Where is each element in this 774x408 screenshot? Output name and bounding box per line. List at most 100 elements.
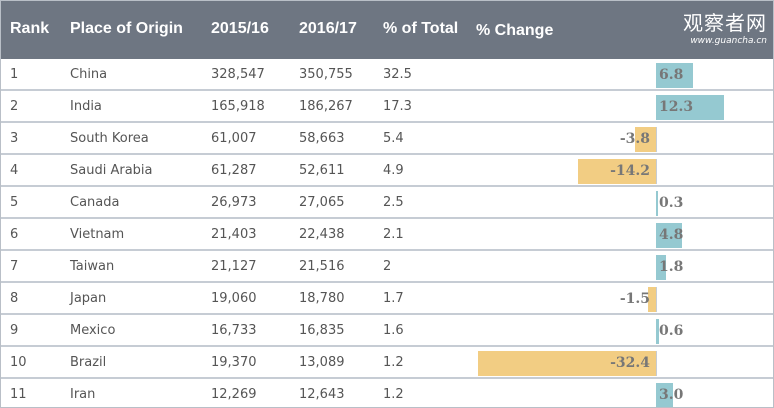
header-rank[interactable]: Rank <box>10 20 50 37</box>
cell-rank: 9 <box>10 323 19 338</box>
change-value: -32.4 <box>610 355 650 371</box>
cell-percent-of-total: 32.5 <box>383 67 412 82</box>
cell-2016-17: 22,438 <box>299 227 345 242</box>
change-value: -1.5 <box>619 291 650 307</box>
cell-percent-of-total: 17.3 <box>383 99 412 114</box>
cell-2016-17: 21,516 <box>299 259 345 274</box>
cell-2015-16: 165,918 <box>211 99 265 114</box>
cell-place-of-origin: Iran <box>70 387 96 402</box>
change-bar <box>656 319 660 344</box>
table-row[interactable]: 8 Japan 19,060 18,780 1.7 -1.5 <box>1 283 773 315</box>
cell-rank: 6 <box>10 227 19 242</box>
cell-percent-of-total: 4.9 <box>383 163 404 178</box>
cell-rank: 7 <box>10 259 19 274</box>
change-value: 3.0 <box>659 387 684 403</box>
cell-2015-16: 61,287 <box>211 163 257 178</box>
cell-2016-17: 27,065 <box>299 195 345 210</box>
cell-rank: 4 <box>10 163 19 178</box>
cell-place-of-origin: Japan <box>70 291 107 306</box>
change-value: 4.8 <box>659 227 684 243</box>
change-bar <box>656 63 694 88</box>
row-divider <box>1 153 773 155</box>
table-row[interactable]: 3 South Korea 61,007 58,663 5.4 -3.8 <box>1 123 773 155</box>
header-percent-of-total[interactable]: % of Total <box>383 20 459 37</box>
change-bar <box>647 287 656 312</box>
cell-2016-17: 186,267 <box>299 99 353 114</box>
cell-2015-16: 26,973 <box>211 195 257 210</box>
table-row[interactable]: 11 Iran 12,269 12,643 1.2 3.0 <box>1 379 773 407</box>
cell-rank: 1 <box>10 67 19 82</box>
cell-rank: 11 <box>10 387 27 402</box>
cell-percent-of-total: 1.2 <box>383 355 404 370</box>
cell-rank: 2 <box>10 99 19 114</box>
cell-2016-17: 58,663 <box>299 131 345 146</box>
cell-2015-16: 21,127 <box>211 259 257 274</box>
row-divider <box>1 185 773 187</box>
cell-percent-of-total: 2 <box>383 259 392 274</box>
row-divider <box>1 345 773 347</box>
watermark: 观察者网 www.guancha.cn <box>683 7 767 46</box>
header-2016-17[interactable]: 2016/17 <box>299 20 357 37</box>
cell-place-of-origin: China <box>70 67 108 82</box>
cell-2016-17: 12,643 <box>299 387 345 402</box>
change-bar <box>656 383 673 407</box>
change-axis <box>656 351 657 376</box>
header-2015-16[interactable]: 2015/16 <box>211 20 269 37</box>
cell-rank: 8 <box>10 291 19 306</box>
cell-place-of-origin: South Korea <box>70 131 149 146</box>
change-bar <box>656 223 683 248</box>
table-row[interactable]: 10 Brazil 19,370 13,089 1.2 -32.4 <box>1 347 773 379</box>
cell-2016-17: 18,780 <box>299 291 345 306</box>
cell-place-of-origin: Taiwan <box>70 259 115 274</box>
cell-percent-of-total: 1.2 <box>383 387 404 402</box>
cell-place-of-origin: Saudi Arabia <box>70 163 153 178</box>
change-value: -3.8 <box>619 131 650 147</box>
change-value: 0.6 <box>659 323 684 339</box>
change-value: 12.3 <box>659 99 694 115</box>
cell-2016-17: 16,835 <box>299 323 345 338</box>
row-divider <box>1 89 773 91</box>
change-axis <box>656 127 657 152</box>
table-row[interactable]: 9 Mexico 16,733 16,835 1.6 0.6 <box>1 315 773 347</box>
cell-place-of-origin: Vietnam <box>70 227 125 242</box>
change-axis <box>656 287 657 312</box>
change-value: -14.2 <box>610 163 650 179</box>
row-divider <box>1 377 773 379</box>
cell-2015-16: 21,403 <box>211 227 257 242</box>
table-header: Rank Place of Origin 2015/16 2016/17 % o… <box>1 1 773 59</box>
change-bar <box>656 255 666 280</box>
cell-percent-of-total: 5.4 <box>383 131 404 146</box>
cell-2015-16: 19,060 <box>211 291 257 306</box>
header-percent-change[interactable]: % Change <box>476 22 554 39</box>
table-row[interactable]: 1 China 328,547 350,755 32.5 6.8 <box>1 59 773 91</box>
table-row[interactable]: 5 Canada 26,973 27,065 2.5 0.3 <box>1 187 773 219</box>
row-divider <box>1 281 773 283</box>
cell-rank: 5 <box>10 195 19 210</box>
cell-2015-16: 328,547 <box>211 67 265 82</box>
cell-place-of-origin: Mexico <box>70 323 116 338</box>
table-row[interactable]: 7 Taiwan 21,127 21,516 2 1.8 <box>1 251 773 283</box>
cell-rank: 3 <box>10 131 19 146</box>
row-divider <box>1 121 773 123</box>
cell-2016-17: 52,611 <box>299 163 345 178</box>
cell-percent-of-total: 1.6 <box>383 323 404 338</box>
cell-rank: 10 <box>10 355 27 370</box>
table-row[interactable]: 2 India 165,918 186,267 17.3 12.3 <box>1 91 773 123</box>
change-axis <box>656 159 657 184</box>
row-divider <box>1 249 773 251</box>
change-value: 0.3 <box>659 195 684 211</box>
cell-2016-17: 350,755 <box>299 67 353 82</box>
change-bar <box>635 127 656 152</box>
cell-2016-17: 13,089 <box>299 355 345 370</box>
change-bar <box>577 159 656 184</box>
watermark-url: www.guancha.cn <box>690 36 767 46</box>
cell-2015-16: 16,733 <box>211 323 257 338</box>
watermark-logo-text: 观察者网 <box>683 11 767 35</box>
cell-percent-of-total: 2.1 <box>383 227 404 242</box>
table-row[interactable]: 4 Saudi Arabia 61,287 52,611 4.9 -14.2 <box>1 155 773 187</box>
change-bar <box>656 191 658 216</box>
table-row[interactable]: 6 Vietnam 21,403 22,438 2.1 4.8 <box>1 219 773 251</box>
change-value: 1.8 <box>659 259 684 275</box>
header-place-of-origin[interactable]: Place of Origin <box>70 20 183 37</box>
